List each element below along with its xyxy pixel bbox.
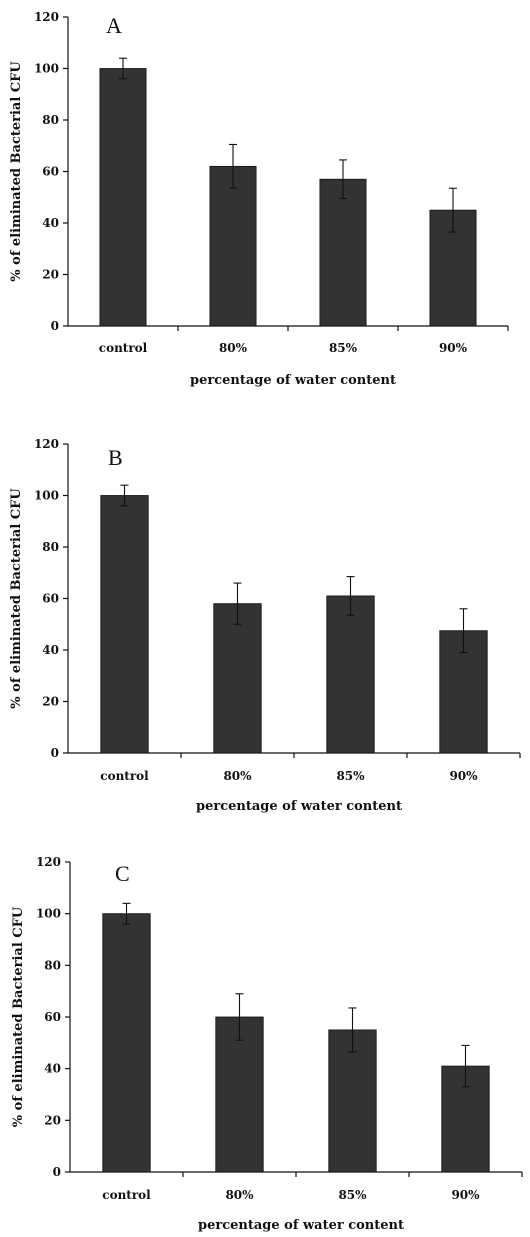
y-tick-label: 80 bbox=[44, 958, 61, 972]
y-tick-label: 100 bbox=[34, 62, 59, 76]
y-tick-label: 120 bbox=[34, 10, 59, 24]
chart-panel-a: 0 20 40 60 80 100 120 control 80% 85% 90% Apercenta… bbox=[9, 10, 509, 388]
x-tick-label: 85% bbox=[329, 341, 358, 355]
y-tick-label: 0 bbox=[51, 319, 59, 333]
y-tick-label: 60 bbox=[42, 592, 59, 606]
x-tick-label: 80% bbox=[225, 1188, 254, 1202]
y-tick-label: 0 bbox=[53, 1165, 61, 1179]
bar-80pct bbox=[213, 603, 262, 754]
y-tick-label: 20 bbox=[44, 1113, 61, 1127]
y-tick-label: 60 bbox=[42, 165, 59, 179]
bar-85pct bbox=[328, 1029, 377, 1173]
y-axis-title: % of eliminated Bacterial CFU bbox=[9, 61, 24, 282]
bar-85pct bbox=[319, 178, 367, 327]
panel-label: C bbox=[115, 861, 130, 886]
x-tick-label: 90% bbox=[451, 1188, 480, 1202]
y-tick-label: 20 bbox=[42, 268, 59, 282]
bar-control bbox=[102, 913, 151, 1173]
y-tick-label: 40 bbox=[42, 216, 59, 230]
panel-label: A bbox=[106, 13, 122, 38]
y-tick-label: 120 bbox=[36, 855, 61, 869]
x-axis-title: percentage of water content bbox=[196, 799, 402, 814]
y-tick-label: 100 bbox=[34, 489, 59, 503]
y-axis-title: % of eliminated Bacterial CFU bbox=[9, 488, 24, 709]
panel-label: B bbox=[108, 445, 123, 470]
x-tick-label: control bbox=[102, 1188, 151, 1202]
bar-control bbox=[100, 495, 149, 754]
y-tick-label: 60 bbox=[44, 1010, 61, 1024]
x-tick-label: control bbox=[99, 341, 148, 355]
x-tick-label: control bbox=[100, 769, 149, 783]
x-tick-label: 90% bbox=[439, 341, 468, 355]
bar-80pct bbox=[215, 1016, 264, 1173]
y-tick-label: 100 bbox=[36, 907, 61, 921]
bar-85pct bbox=[326, 595, 375, 754]
y-tick-label: 40 bbox=[42, 643, 59, 657]
bar-control bbox=[99, 68, 147, 327]
y-axis-title: % of eliminated Bacterial CFU bbox=[11, 906, 26, 1127]
x-tick-label: 85% bbox=[336, 769, 365, 783]
x-axis-title: percentage of water content bbox=[198, 1218, 404, 1233]
y-tick-label: 120 bbox=[34, 437, 59, 451]
bar-90pct bbox=[429, 209, 477, 327]
x-tick-label: 85% bbox=[338, 1188, 367, 1202]
x-tick-label: 90% bbox=[449, 769, 478, 783]
y-tick-label: 0 bbox=[51, 746, 59, 760]
y-tick-label: 80 bbox=[42, 540, 59, 554]
x-axis-title: percentage of water content bbox=[190, 373, 396, 388]
chart-panel-c: 0 20 40 60 80 100 120 control 80% 85% 90% Cpercenta… bbox=[11, 855, 523, 1233]
y-tick-label: 80 bbox=[42, 113, 59, 127]
bar-80pct bbox=[209, 165, 257, 327]
y-tick-label: 20 bbox=[42, 695, 59, 709]
chart-panel-b: 0 20 40 60 80 100 120 control 80% 85% 90% Bpercenta… bbox=[9, 437, 521, 814]
x-tick-label: 80% bbox=[223, 769, 252, 783]
x-tick-label: 80% bbox=[219, 341, 248, 355]
y-tick-label: 40 bbox=[44, 1062, 61, 1076]
